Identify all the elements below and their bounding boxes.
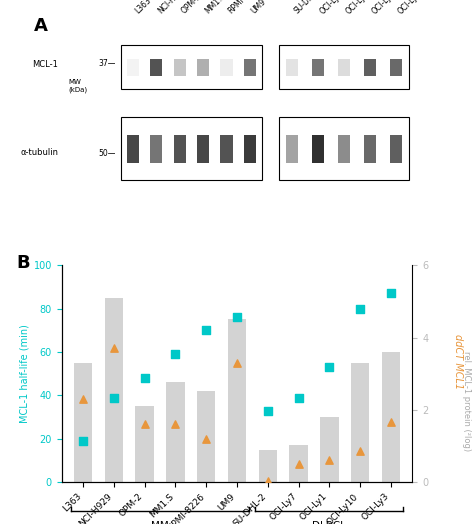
Point [233,313,241,322]
Bar [338,59,350,76]
Text: L363: L363 [133,0,153,16]
Bar [351,363,369,482]
Bar [74,363,92,482]
Bar [320,417,338,482]
Bar [150,59,163,76]
Point [326,456,333,465]
Bar [244,135,256,163]
Point [141,374,148,382]
Point [264,406,272,414]
Bar [338,135,350,163]
Bar [197,59,209,76]
Bar [150,135,163,163]
Point [79,436,87,445]
Bar [166,383,185,482]
Point [387,289,395,298]
Point [79,395,87,403]
Bar [173,135,186,163]
Bar [382,352,400,482]
Point [356,447,364,455]
Bar [127,59,139,76]
Bar [220,135,233,163]
Y-axis label: MCL-1 half-life (min): MCL-1 half-life (min) [19,324,29,423]
Text: UM9: UM9 [250,0,268,16]
Text: 50—: 50— [99,149,116,158]
Text: MCL-1: MCL-1 [32,60,58,69]
Text: MW
(kDa): MW (kDa) [69,79,88,93]
Point [172,350,179,358]
Point [264,477,272,486]
Bar [228,320,246,482]
Text: OCI-Ly3: OCI-Ly3 [396,0,423,16]
Text: MM1.S: MM1.S [203,0,227,16]
Text: MM: MM [151,521,169,524]
Text: α-tubulin: α-tubulin [20,148,58,157]
Point [326,363,333,372]
Text: RPMI-8226: RPMI-8226 [227,0,262,16]
Text: B: B [16,255,30,272]
Bar [289,445,308,482]
Bar [364,135,376,163]
Bar [197,135,209,163]
Bar [312,135,324,163]
Text: DLBCL: DLBCL [312,521,346,524]
Text: ddCT MCL1: ddCT MCL1 [453,334,463,389]
Text: SU-DHL-2: SU-DHL-2 [292,0,324,16]
Bar [121,117,262,180]
Bar [105,298,123,482]
Bar [279,46,409,89]
Point [172,420,179,429]
Point [295,394,302,402]
Point [141,420,148,429]
Point [233,358,241,367]
Point [356,304,364,313]
Bar [390,135,402,163]
Text: 37—: 37— [99,59,116,68]
Point [110,344,118,353]
Point [202,326,210,334]
Bar [127,135,139,163]
Bar [390,59,402,76]
Bar [244,59,256,76]
Text: A: A [34,17,47,36]
Bar [258,450,277,482]
Text: rel. MCL-1 protein (²log): rel. MCL-1 protein (²log) [462,351,471,451]
Text: OCI-Ly10: OCI-Ly10 [370,0,400,16]
Text: NCI-H929: NCI-H929 [156,0,188,16]
Bar [121,46,262,89]
Text: OCI-Ly7: OCI-Ly7 [318,0,345,16]
Point [295,460,302,468]
Text: OPM-2: OPM-2 [180,0,203,16]
Bar [136,406,154,482]
Bar [173,59,186,76]
Bar [286,59,298,76]
Bar [286,135,298,163]
Point [387,418,395,427]
Text: OCI-Ly1: OCI-Ly1 [344,0,371,16]
Bar [220,59,233,76]
Point [202,434,210,443]
Point [110,394,118,402]
Bar [364,59,376,76]
Bar [312,59,324,76]
Bar [279,117,409,180]
Bar [197,391,216,482]
